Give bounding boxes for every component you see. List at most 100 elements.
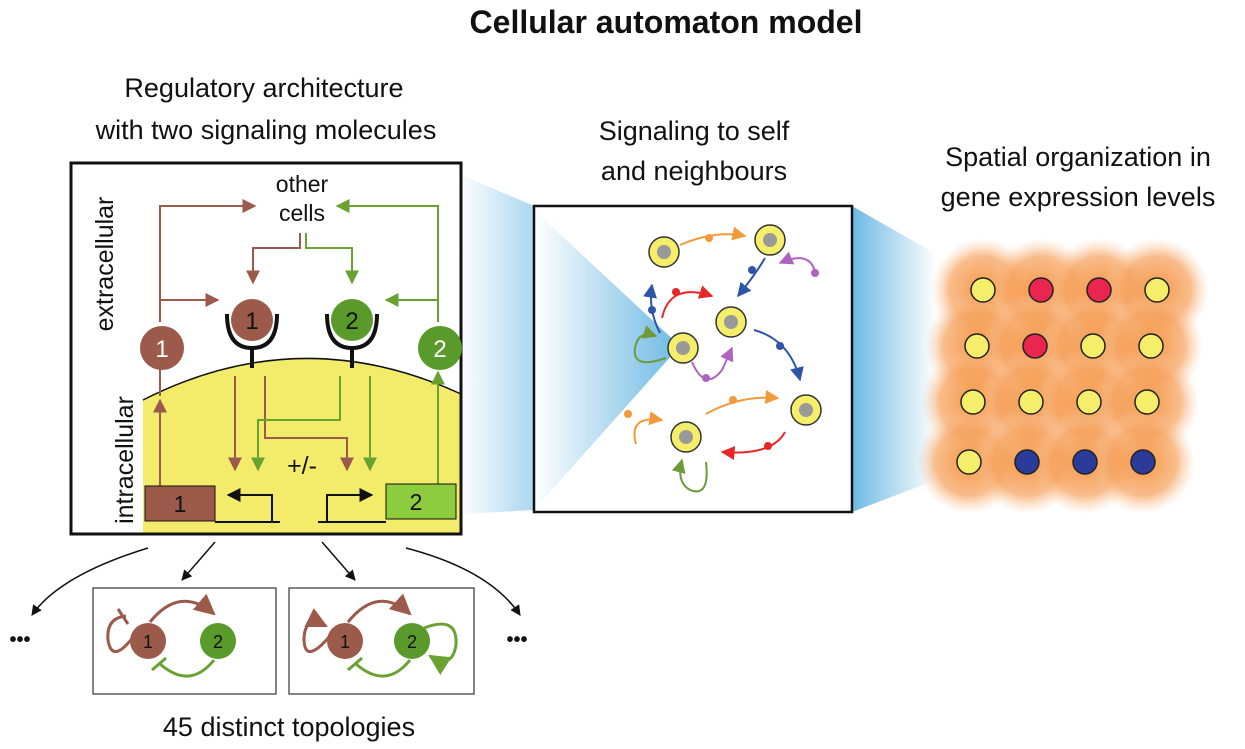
- spatial-organization-panel: Spatial organization in gene expression …: [917, 142, 1215, 514]
- grid-cell-blue-3-3: [1130, 449, 1156, 475]
- molecule1-to-other-cells-arrow: [159, 199, 257, 322]
- olive-arrow-lower: [671, 458, 708, 493]
- other-cells-to-receptor1-arrow: [246, 233, 301, 285]
- expression-glow: [917, 238, 1209, 514]
- orange-arrow-left: [633, 411, 664, 445]
- topology1-node2-label: 2: [213, 632, 223, 652]
- fan-arrow-far-left: [31, 547, 149, 616]
- orange-arrow-mid: [705, 390, 780, 415]
- grid-cell-yellow-3-0: [956, 449, 982, 475]
- page-title: Cellular automaton model: [470, 4, 863, 40]
- topology1-self-inhibition: [106, 614, 136, 653]
- zoom-cone-right: [852, 206, 936, 512]
- signaling-cells: [648, 224, 822, 453]
- grid-cell-yellow-1-0: [964, 333, 990, 359]
- topology1-node1-label: 1: [143, 632, 153, 652]
- grid-cell-yellow-1-3: [1138, 333, 1164, 359]
- topology2-node1-label: 1: [340, 632, 350, 652]
- cell-membrane: [142, 357, 462, 401]
- topology2-self-activation-1: [302, 608, 332, 653]
- zoom-cone-left: [463, 176, 534, 514]
- topology2-activation-1-to-2: [346, 593, 412, 623]
- topology1-inhibition-bar: [151, 656, 167, 672]
- grid-cell-yellow-0-0: [970, 277, 996, 303]
- topology2-node2: [394, 623, 430, 659]
- gene1-box: [144, 485, 216, 522]
- right-heading-line2: gene expression levels: [941, 182, 1216, 212]
- orange-arrow-top: [679, 226, 747, 246]
- ellipsis-right: •••: [506, 629, 527, 651]
- cell-c: [715, 306, 747, 338]
- regulatory-architecture-panel: Regulatory architecture with two signali…: [69, 73, 463, 536]
- receptor1-to-gene2-arrow: [264, 376, 354, 472]
- topology2-node1: [327, 623, 363, 659]
- molecule1-circle: [140, 326, 184, 370]
- middle-heading-line2: and neighbours: [601, 156, 787, 186]
- olive-arrow-self: [633, 325, 667, 364]
- grid-cell-yellow-2-3: [1134, 389, 1160, 415]
- gene1-promoter: [215, 495, 280, 523]
- cell-b: [754, 224, 786, 256]
- topologies-caption: 45 distinct topologies: [163, 712, 415, 742]
- receptor1-ligand: [231, 299, 273, 341]
- intracellular-label: intracellular: [111, 396, 139, 524]
- gene1-label: 1: [174, 491, 187, 517]
- signaling-arrows: [624, 226, 819, 493]
- topology1-node1: [130, 623, 166, 659]
- other-cells-label-line1: other: [276, 171, 329, 197]
- signaling-panel: Signaling to self and neighbours: [532, 116, 854, 514]
- receptor2-to-gene1-arrow: [251, 376, 341, 472]
- topology2-self-activation-2: [423, 622, 458, 676]
- blue-arrow-top: [737, 257, 766, 298]
- topology1-self-inhibition-bar: [116, 608, 130, 625]
- middle-heading-line1: Signaling to self: [599, 116, 790, 146]
- receptor2-label: 2: [345, 308, 358, 335]
- grid-cell-blue-3-1: [1014, 449, 1040, 475]
- topologies-section: ••• ••• 1 2 1 2 45 distinct topologies: [9, 541, 528, 742]
- fan-arrow-right: [321, 541, 356, 581]
- grid-cell-yellow-2-1: [1018, 389, 1044, 415]
- extracellular-label: extracellular: [91, 197, 119, 332]
- blue-arrow-right: [753, 329, 804, 382]
- grid-cell-yellow-1-2: [1080, 333, 1106, 359]
- gene2-label: 2: [410, 489, 423, 515]
- grid-cell-red-0-1: [1028, 277, 1054, 303]
- ellipsis-left: •••: [9, 629, 30, 651]
- red-arrow-lower: [720, 431, 786, 460]
- zoom-cone-middle: [534, 210, 680, 510]
- topology2-inhibition-2-to-1: [355, 659, 412, 678]
- regulation-sign: +/-: [287, 452, 317, 480]
- molecule1-label: 1: [155, 336, 168, 363]
- left-heading-line1: Regulatory architecture: [124, 73, 403, 103]
- other-cells-label-line2: cells: [279, 200, 325, 226]
- left-heading-line2: with two signaling molecules: [95, 115, 437, 145]
- molecule2-circle: [418, 326, 462, 370]
- topology-example-2-frame: [288, 587, 475, 695]
- other-cells-to-receptor2-arrow: [305, 233, 359, 285]
- topology2-node2-label: 2: [407, 632, 417, 652]
- grid-cell-red-1-1: [1022, 333, 1048, 359]
- cell-e: [790, 394, 822, 426]
- topology2-inhibition-bar: [347, 656, 363, 672]
- receptor2-ligand: [331, 299, 373, 341]
- topology1-node2: [200, 623, 236, 659]
- topology-example-1-frame: [92, 587, 277, 695]
- topology1-activation-1-to-2: [148, 593, 216, 623]
- fan-arrow-far-right: [405, 547, 521, 616]
- grid-cell-yellow-2-2: [1076, 389, 1102, 415]
- topology1-inhibition-2-to-1: [159, 659, 216, 678]
- grid-cell-red-0-2: [1086, 277, 1112, 303]
- receptor1-label: 1: [245, 308, 258, 335]
- signaling-frame: [532, 204, 854, 514]
- right-heading-line1: Spatial organization in: [945, 142, 1211, 172]
- cell-d: [667, 332, 699, 364]
- molecule2-label: 2: [433, 336, 446, 363]
- grid-cell-yellow-2-0: [960, 389, 986, 415]
- gene2-promoter: [318, 495, 386, 523]
- grid-cell-yellow-0-3: [1144, 277, 1170, 303]
- expression-grid: [956, 277, 1170, 475]
- purple-arrow-top: [778, 251, 816, 273]
- molecule2-to-other-cells-arrow: [335, 199, 439, 322]
- cell-a: [648, 236, 680, 268]
